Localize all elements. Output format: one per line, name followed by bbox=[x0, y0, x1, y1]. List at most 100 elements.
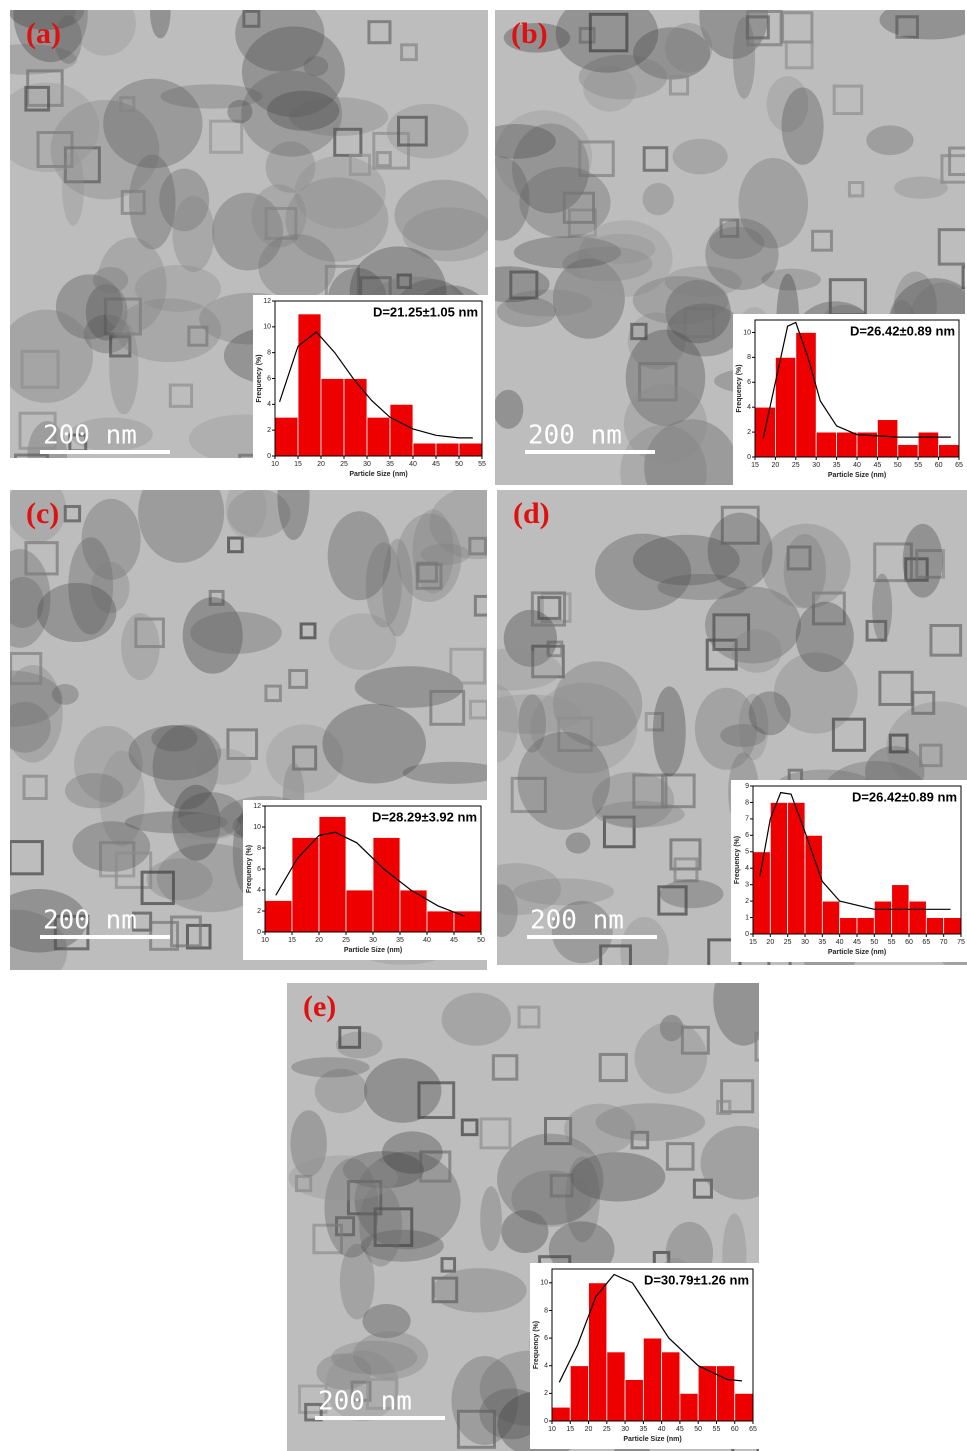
y-axis-label: Frequency (%) bbox=[256, 354, 263, 402]
scale-bar-label: 200 nm bbox=[318, 1387, 412, 1417]
x-tick-label: 35 bbox=[386, 461, 394, 468]
particle bbox=[295, 156, 386, 229]
x-axis-label: Particle Size (nm) bbox=[828, 472, 886, 479]
x-tick-label: 35 bbox=[818, 939, 826, 946]
x-tick-label: 45 bbox=[676, 1426, 684, 1433]
bar bbox=[459, 443, 482, 456]
particle bbox=[866, 125, 913, 155]
x-tick-label: 20 bbox=[315, 937, 323, 944]
particle bbox=[673, 139, 728, 175]
bar bbox=[755, 407, 775, 457]
x-tick-label: 25 bbox=[792, 462, 800, 469]
x-tick-label: 60 bbox=[731, 1426, 739, 1433]
y-tick-label: 6 bbox=[257, 866, 261, 873]
particle bbox=[328, 511, 391, 600]
x-tick-label: 65 bbox=[955, 462, 963, 469]
x-tick-label: 55 bbox=[478, 461, 486, 468]
particle bbox=[732, 629, 782, 672]
x-tick-label: 15 bbox=[751, 462, 759, 469]
x-tick-label: 20 bbox=[766, 939, 774, 946]
bar bbox=[275, 417, 298, 456]
particle bbox=[267, 91, 339, 131]
particle bbox=[587, 234, 655, 264]
annotation: D=26.42±0.89 nm bbox=[850, 323, 955, 338]
x-tick-label: 30 bbox=[363, 461, 371, 468]
particle bbox=[227, 100, 252, 124]
x-tick-label: 50 bbox=[870, 939, 878, 946]
y-tick-label: 0 bbox=[544, 1418, 548, 1425]
bar bbox=[373, 838, 400, 933]
particle bbox=[129, 725, 222, 780]
x-tick-label: 15 bbox=[294, 461, 302, 468]
particle bbox=[756, 1033, 783, 1060]
x-tick-label: 15 bbox=[566, 1426, 574, 1433]
particle bbox=[620, 917, 669, 988]
bar bbox=[346, 890, 373, 932]
x-tick-label: 65 bbox=[749, 1426, 757, 1433]
y-tick-label: 7 bbox=[745, 816, 749, 823]
particle bbox=[963, 267, 967, 287]
bar bbox=[265, 901, 292, 933]
x-tick-label: 55 bbox=[888, 939, 896, 946]
bar bbox=[898, 445, 918, 457]
x-axis-label: Particle Size (nm) bbox=[828, 949, 886, 956]
x-tick-label: 55 bbox=[713, 1426, 721, 1433]
y-tick-label: 12 bbox=[263, 298, 271, 305]
y-tick-label: 0 bbox=[745, 931, 749, 938]
bar bbox=[840, 918, 857, 934]
particle bbox=[564, 1104, 636, 1155]
x-tick-label: 45 bbox=[874, 462, 882, 469]
x-tick-label: 15 bbox=[288, 937, 296, 944]
y-tick-label: 2 bbox=[257, 908, 261, 915]
particle bbox=[442, 993, 511, 1046]
particle bbox=[121, 613, 160, 680]
bar bbox=[877, 420, 897, 457]
x-axis-label: Particle Size (nm) bbox=[349, 471, 407, 478]
y-tick-label: 2 bbox=[745, 898, 749, 905]
annotation: D=21.25±1.05 nm bbox=[373, 304, 478, 319]
x-tick-label: 35 bbox=[639, 1426, 647, 1433]
y-tick-label: 6 bbox=[267, 375, 271, 382]
y-tick-label: 8 bbox=[257, 845, 261, 852]
x-tick-label: 30 bbox=[621, 1426, 629, 1433]
particle bbox=[226, 478, 267, 538]
panel-label: (c) bbox=[26, 497, 59, 530]
bar bbox=[390, 404, 413, 456]
bar bbox=[643, 1338, 661, 1421]
y-tick-label: 6 bbox=[747, 379, 751, 386]
inset bbox=[733, 314, 965, 485]
particle bbox=[733, 17, 755, 99]
particle bbox=[566, 832, 591, 853]
y-tick-label: 2 bbox=[747, 429, 751, 436]
y-tick-label: 4 bbox=[745, 865, 749, 872]
bar bbox=[909, 901, 926, 934]
x-tick-label: 30 bbox=[812, 462, 820, 469]
panel-label: (e) bbox=[303, 990, 336, 1023]
particle bbox=[37, 583, 116, 642]
bar bbox=[716, 1366, 734, 1421]
x-tick-label: 20 bbox=[585, 1426, 593, 1433]
bar bbox=[788, 802, 805, 934]
x-tick-label: 25 bbox=[340, 461, 348, 468]
y-tick-label: 10 bbox=[540, 1280, 548, 1287]
x-tick-label: 40 bbox=[836, 939, 844, 946]
y-tick-label: 8 bbox=[745, 799, 749, 806]
particle bbox=[0, 310, 93, 403]
x-tick-label: 65 bbox=[922, 939, 930, 946]
particle bbox=[304, 56, 329, 76]
bar bbox=[552, 1407, 570, 1421]
annotation: D=30.79±1.26 nm bbox=[644, 1272, 749, 1287]
x-tick-label: 50 bbox=[477, 937, 485, 944]
page: {"chart_data": [ {"type": "histogram", "… bbox=[0, 0, 967, 1451]
y-tick-label: 9 bbox=[745, 783, 749, 790]
particle bbox=[657, 574, 746, 600]
y-tick-label: 4 bbox=[267, 401, 271, 408]
bar bbox=[775, 357, 795, 457]
particle bbox=[65, 773, 123, 808]
x-tick-label: 30 bbox=[369, 937, 377, 944]
particle bbox=[364, 1058, 441, 1123]
bar bbox=[805, 835, 822, 934]
particle bbox=[146, 858, 212, 900]
bar bbox=[367, 417, 390, 456]
y-tick-label: 0 bbox=[747, 454, 751, 461]
